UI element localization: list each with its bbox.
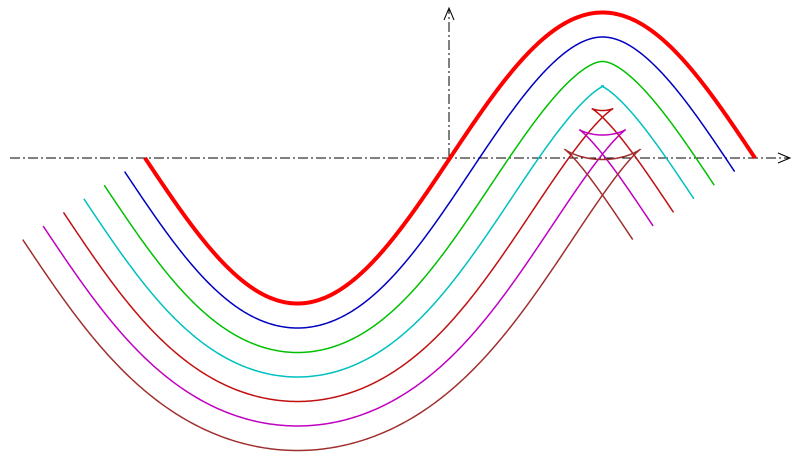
- offset-curve: [22, 148, 642, 452]
- axes: [10, 6, 792, 164]
- offset-curves: [22, 10, 757, 452]
- offset-curve: [83, 85, 695, 378]
- offset-curve: [62, 107, 675, 403]
- offset-curve: [103, 60, 715, 354]
- offset-curve: [123, 36, 736, 329]
- y-arrow: [443, 6, 455, 21]
- base-curve: [143, 10, 757, 306]
- offset-curve: [42, 128, 654, 427]
- x-arrow: [777, 152, 792, 164]
